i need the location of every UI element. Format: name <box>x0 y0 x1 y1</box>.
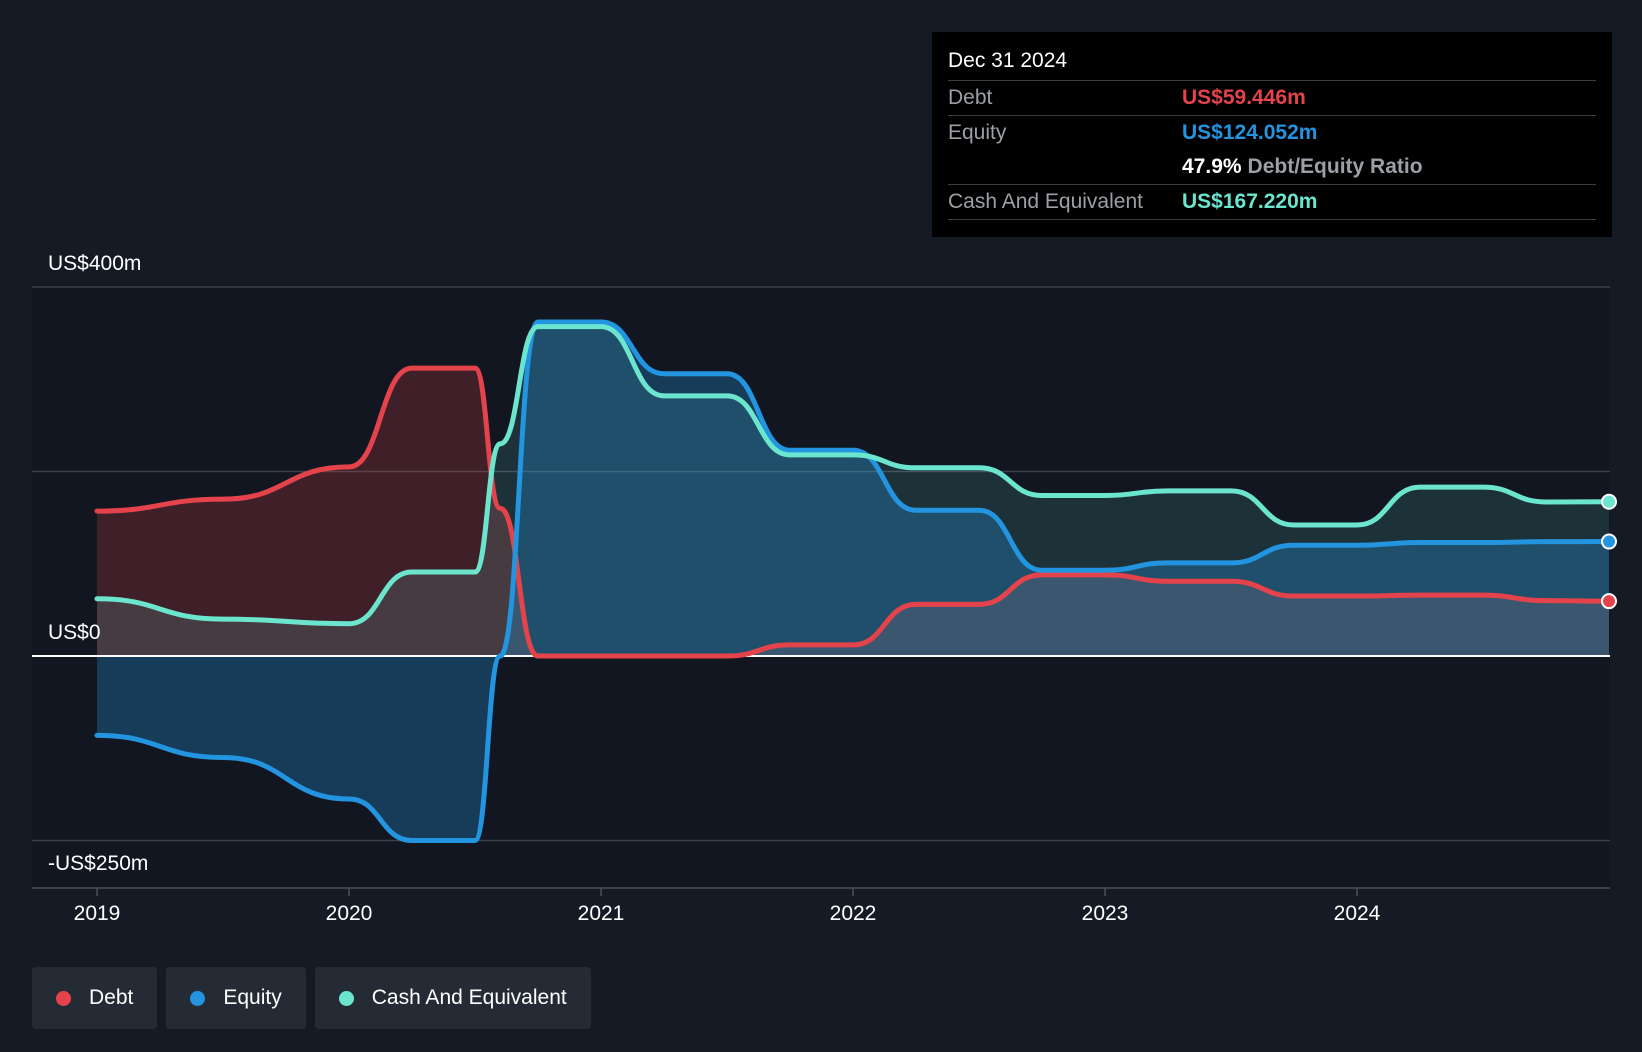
legend-item-cash[interactable]: Cash And Equivalent <box>314 967 591 1029</box>
legend-label-cash: Cash And Equivalent <box>371 986 567 1009</box>
series-lines <box>32 319 1612 843</box>
legend-dot-cash <box>338 990 354 1006</box>
y-tick-label-1: US$0 <box>48 621 101 644</box>
end-marker-equity[interactable] <box>1601 533 1617 550</box>
tooltip-cash-label: Cash And Equivalent <box>948 190 1143 213</box>
tooltip-ratio-value: 47.9% <box>1182 155 1242 178</box>
x-tick-label-0: 2019 <box>74 902 121 925</box>
tooltip-cash-row: Cash And Equivalent US$167.220m <box>948 185 1596 220</box>
x-tick-label-5: 2024 <box>1334 902 1381 925</box>
end-marker-debt[interactable] <box>1601 593 1617 610</box>
y-tick-label-0: US$400m <box>48 252 141 275</box>
x-tick-label-4: 2023 <box>1082 902 1129 925</box>
data-tooltip: Dec 31 2024 Debt US$59.446m Equity US$12… <box>932 32 1612 237</box>
tooltip-equity-label: Equity <box>948 121 1007 144</box>
legend-dot-debt <box>56 990 71 1006</box>
legend-item-debt[interactable]: Debt <box>32 967 158 1029</box>
debt-equity-chart: US$400m US$0 -US$250m 2019 2020 2021 2022 2023 2… <box>32 252 1617 925</box>
tooltip-ratio-label: Debt/Equity Ratio <box>1247 155 1423 178</box>
line-cash-and-equivalent <box>94 324 1612 627</box>
tooltip-debt-label: Debt <box>948 86 993 109</box>
tooltip-date: Dec 31 2024 <box>948 46 1596 81</box>
x-tick-label-1: 2020 <box>326 902 373 925</box>
legend-item-equity[interactable]: Equity <box>166 967 306 1029</box>
area-equity <box>97 322 1609 841</box>
x-tick-label-3: 2022 <box>830 902 877 925</box>
tooltip-equity-row: Equity US$124.052m <box>948 116 1596 150</box>
x-tick-label-2: 2021 <box>578 902 625 925</box>
chart-legend: Debt Equity Cash And Equivalent <box>32 967 591 1029</box>
plot-background <box>32 286 1610 888</box>
area-debt <box>97 368 1609 656</box>
legend-label-debt: Debt <box>89 986 134 1009</box>
series-end-markers <box>1601 493 1617 610</box>
axis-labels: US$400m US$0 -US$250m 2019 2020 2021 2022 2023 2… <box>48 252 1381 925</box>
end-marker-cash-and-equivalent[interactable] <box>1601 493 1617 510</box>
tooltip-debt-value: US$59.446m <box>1182 86 1306 109</box>
tooltip-cash-value: US$167.220m <box>1182 190 1318 213</box>
legend-dot-equity <box>190 990 206 1006</box>
tooltip-equity-value: US$124.052m <box>1182 121 1318 144</box>
line-debt <box>94 365 1612 659</box>
legend-label-equity: Equity <box>223 986 282 1009</box>
tooltip-debt-row: Debt US$59.446m <box>948 81 1596 116</box>
tooltip-ratio-row: 47.9% Debt/Equity Ratio <box>948 150 1596 185</box>
line-equity <box>94 319 1612 843</box>
y-tick-label-2: -US$250m <box>48 852 148 875</box>
